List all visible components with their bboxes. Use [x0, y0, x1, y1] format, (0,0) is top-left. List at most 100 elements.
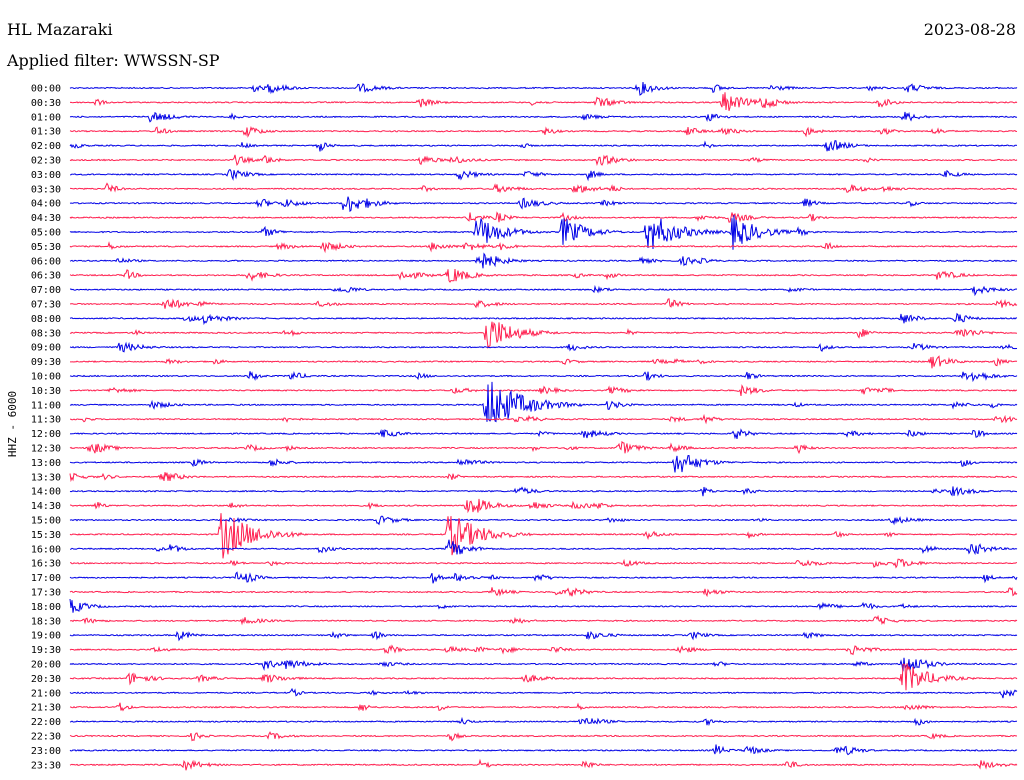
tick-label: 10:30	[31, 386, 61, 397]
tick-label: 00:30	[31, 98, 61, 109]
tick-label: 16:30	[31, 559, 61, 570]
trace-line	[69, 92, 1018, 111]
trace-line	[69, 428, 1018, 440]
tick-label: 23:30	[31, 760, 61, 771]
trace-line	[69, 312, 1018, 326]
trace-line	[69, 731, 1018, 742]
tick-label: 18:00	[31, 602, 61, 613]
trace-line	[70, 298, 1018, 309]
tick-label: 15:30	[31, 530, 61, 541]
tick-label: 09:30	[31, 357, 61, 368]
trace-line	[69, 284, 1018, 297]
tick-label: 20:30	[31, 674, 61, 685]
trace-line	[69, 571, 1018, 584]
tick-label: 04:00	[31, 199, 61, 210]
tick-label: 02:30	[31, 156, 61, 167]
trace-line	[69, 196, 1018, 213]
tick-labels: 00:00 00:30 01:00 01:30 02:00 02:30 03:00 03:30…	[31, 84, 61, 772]
tick-label: 19:00	[31, 631, 61, 642]
tick-label: 01:00	[31, 112, 61, 123]
trace-line	[69, 486, 1017, 497]
trace-line	[69, 716, 1018, 727]
trace-line	[69, 214, 1018, 250]
trace-line	[69, 758, 1018, 771]
tick-label: 14:30	[31, 501, 61, 512]
tick-label: 07:00	[31, 285, 61, 296]
trace-line	[69, 558, 1018, 569]
tick-label: 17:00	[31, 573, 61, 584]
tick-label: 09:00	[31, 343, 61, 354]
tick-label: 20:00	[31, 660, 61, 671]
trace-line	[69, 687, 1018, 699]
tick-label: 13:00	[31, 458, 61, 469]
filter-label: Applied filter: WWSSN-SP	[7, 51, 220, 70]
trace-line	[69, 472, 1018, 483]
tick-label: 15:00	[31, 516, 61, 527]
trace-line	[69, 252, 1018, 269]
trace-line	[69, 413, 1018, 425]
trace-line	[69, 384, 1018, 396]
tick-label: 05:30	[31, 242, 61, 253]
traces	[69, 82, 1018, 771]
tick-label: 18:30	[31, 616, 61, 627]
tick-label: 12:00	[31, 429, 61, 440]
tick-label: 19:30	[31, 645, 61, 656]
trace-line	[69, 125, 1018, 138]
trace-line	[69, 598, 1018, 613]
tick-label: 14:00	[31, 487, 61, 498]
tick-label: 11:00	[31, 400, 61, 411]
tick-label: 07:30	[31, 300, 61, 311]
trace-line	[69, 241, 1018, 254]
tick-label: 08:30	[31, 328, 61, 339]
station-name: HL Mazaraki	[7, 20, 113, 39]
trace-line	[69, 111, 1018, 123]
trace-line	[69, 657, 1018, 672]
tick-label: 13:30	[31, 472, 61, 483]
tick-label: 17:30	[31, 588, 61, 599]
tick-label: 01:30	[31, 127, 61, 138]
tick-label: 12:30	[31, 444, 61, 455]
trace-line	[69, 702, 1018, 712]
trace-line	[69, 371, 1018, 383]
tick-label: 03:30	[31, 184, 61, 195]
tick-label: 10:00	[31, 372, 61, 383]
trace-line	[69, 154, 1018, 167]
tick-label: 05:00	[31, 228, 61, 239]
tick-label: 06:00	[31, 256, 61, 267]
tick-label: 06:30	[31, 271, 61, 282]
trace-line	[69, 515, 1018, 526]
trace-line	[69, 269, 1018, 283]
trace-line	[70, 182, 1018, 194]
trace-line	[69, 168, 1018, 182]
tick-label: 00:00	[31, 84, 61, 95]
trace-line	[69, 82, 1018, 96]
trace-line	[69, 341, 1018, 353]
tick-label: 21:30	[31, 703, 61, 714]
trace-line	[69, 498, 1018, 514]
y-axis-label: HHZ - 6000	[6, 391, 19, 457]
tick-label: 02:00	[31, 141, 61, 152]
plot-date: 2023-08-28	[923, 20, 1016, 39]
tick-label: 22:00	[31, 717, 61, 728]
trace-line	[70, 355, 1018, 369]
trace-line	[69, 140, 1018, 152]
trace-line	[69, 513, 1018, 559]
tick-label: 11:30	[31, 415, 61, 426]
trace-line	[69, 454, 1018, 473]
tick-label: 04:30	[31, 213, 61, 224]
trace-line	[69, 630, 1018, 642]
trace-line	[69, 440, 1018, 455]
tick-label: 22:30	[31, 732, 61, 743]
trace-line	[69, 663, 1018, 691]
trace-line	[69, 321, 1018, 350]
tick-label: 03:00	[31, 170, 61, 181]
trace-line	[69, 539, 1018, 556]
trace-line	[69, 587, 1018, 598]
trace-line	[69, 381, 1018, 423]
tick-label: 08:00	[31, 314, 61, 325]
trace-line	[69, 211, 1017, 223]
trace-line	[69, 744, 1018, 756]
trace-line	[69, 644, 1018, 656]
trace-line	[69, 614, 1018, 626]
